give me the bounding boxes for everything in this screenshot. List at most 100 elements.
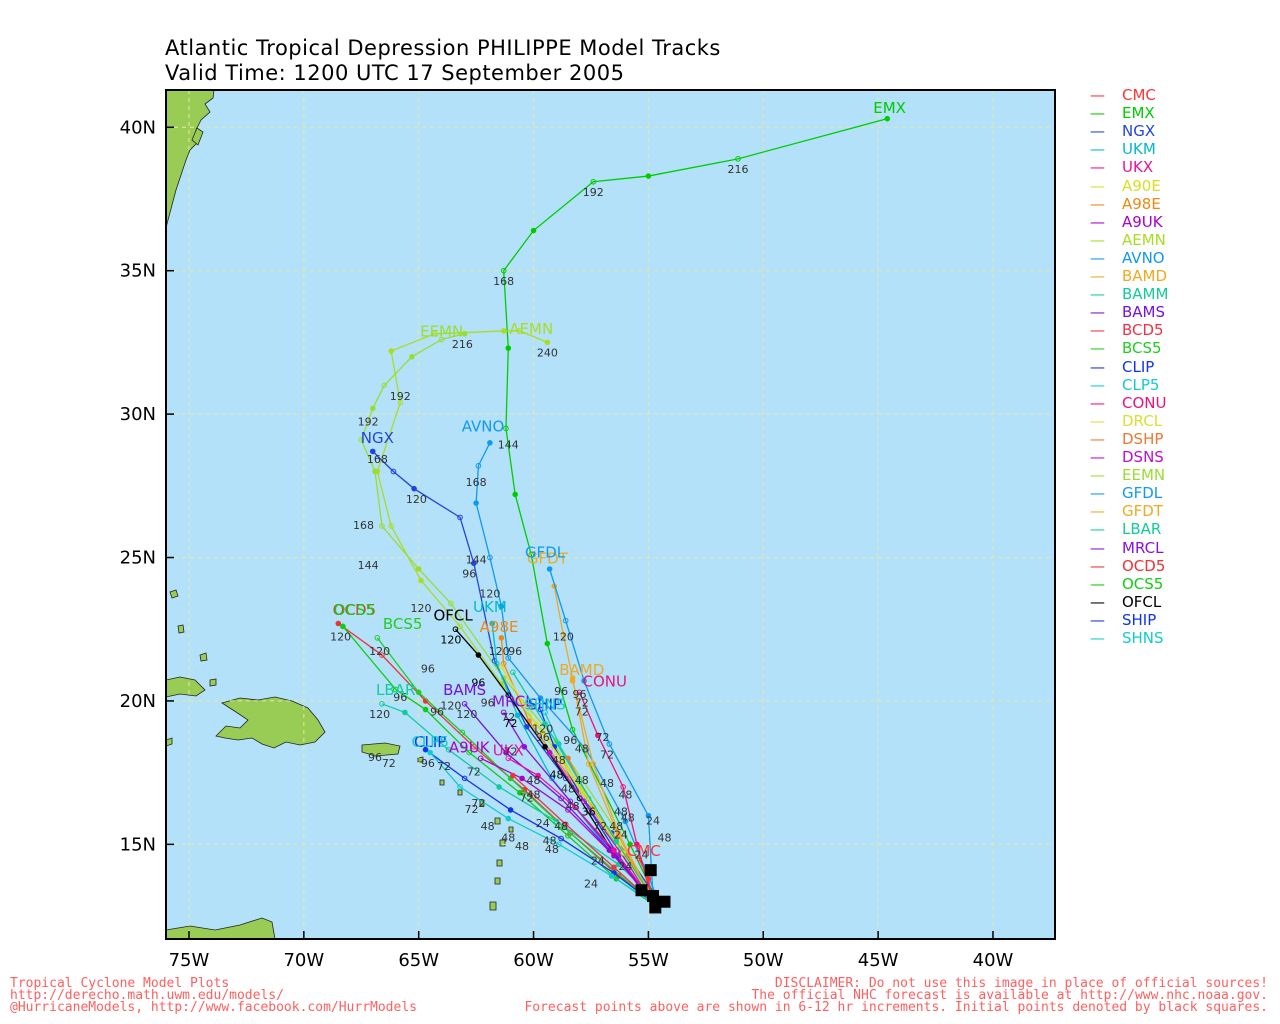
bahamas <box>169 589 217 687</box>
track-point <box>565 807 571 813</box>
legend-entry-clp5: — CLP5 <box>1090 376 1159 394</box>
track-point <box>519 775 525 782</box>
legend-model-name: EMX <box>1122 104 1155 123</box>
forecast-hour-label: 24 <box>584 877 598 890</box>
track-point <box>634 841 640 848</box>
track-point <box>415 689 422 696</box>
legend-entry-bamd: — BAMD <box>1090 267 1167 285</box>
south-america-coast <box>166 917 276 939</box>
track-point <box>645 173 652 179</box>
initial-position-square <box>658 895 671 908</box>
forecast-hour-label: 48 <box>552 754 566 767</box>
track-name-label: EEMN <box>420 323 463 341</box>
track-point <box>516 328 523 334</box>
forecast-hour-label: 48 <box>609 820 623 833</box>
track-point <box>505 755 512 762</box>
track-conu <box>578 692 654 902</box>
legend-entry-bcs5: — BCS5 <box>1090 339 1162 357</box>
legend-model-name: BCD5 <box>1122 321 1164 340</box>
forecast-hour-label: 96 <box>393 691 407 704</box>
footer-credit-line[interactable]: http://derecho.math.uwm.edu/models/ <box>10 988 284 1003</box>
track-name-label: BAMS <box>443 681 486 699</box>
track-name-label: CMC <box>627 842 661 860</box>
track-a9uk <box>480 757 654 903</box>
forecast-hour-label: 48 <box>621 811 635 824</box>
track-point <box>397 399 404 406</box>
legend-model-name: A9UK <box>1122 212 1163 231</box>
legend-line-swatch: — <box>1090 248 1105 267</box>
forecast-hour-label: 72 <box>465 803 479 816</box>
track-point <box>473 500 479 506</box>
track-point <box>415 566 422 572</box>
forecast-hour-label: 48 <box>566 800 580 813</box>
legend-model-name: MRCL <box>1122 538 1164 557</box>
legend-model-name: OCD5 <box>1122 556 1166 575</box>
track-point <box>533 721 539 727</box>
forecast-hour-label: 120 <box>410 602 431 615</box>
forecast-hour-label: 120 <box>479 588 500 601</box>
track-point <box>530 227 537 234</box>
track-point <box>516 789 523 796</box>
track-point <box>735 156 741 162</box>
legend-entry-ocs5: — OCS5 <box>1090 575 1163 593</box>
forecast-hour-label: 48 <box>614 806 628 819</box>
track-point <box>369 448 376 455</box>
track-name-label: SHNS <box>524 696 566 714</box>
forecast-hour-label: 72 <box>600 748 614 761</box>
legend-entry-clip: — CLIP <box>1090 358 1154 376</box>
track-point <box>335 620 342 627</box>
legend-model-name: OCS5 <box>1122 574 1164 593</box>
forecast-hour-label: 96 <box>430 705 444 718</box>
legend-entry-lbar: — LBAR <box>1090 520 1161 538</box>
forecast-hour-label: 48 <box>657 831 671 844</box>
track-point <box>422 746 429 753</box>
lat-tick-label: 40N <box>120 117 156 138</box>
track-name-label: EMX <box>873 99 906 117</box>
legend-line-swatch: — <box>1090 393 1105 412</box>
legend-line-swatch: — <box>1090 448 1105 466</box>
legend-entry-conu: — CONU <box>1090 394 1166 412</box>
track-point <box>595 732 601 739</box>
track-point <box>402 709 408 716</box>
track-point <box>884 115 891 122</box>
track-point <box>544 339 551 346</box>
footer-credit-line[interactable]: @HurricaneModels, http://www.facebook.co… <box>10 1000 417 1015</box>
forecast-hour-label: 96 <box>481 697 495 710</box>
track-point <box>569 678 576 684</box>
lon-tick-label: 45W <box>858 950 899 971</box>
track-point <box>388 348 394 354</box>
track-point <box>461 331 468 337</box>
track-point <box>498 663 505 670</box>
lon-tick-label: 70W <box>283 950 324 971</box>
legend-model-name: CONU <box>1122 393 1167 412</box>
forecast-hour-label: 24 <box>618 860 632 873</box>
track-point <box>544 640 551 647</box>
track-point <box>615 830 622 836</box>
legend-entry-avno: — AVNO <box>1090 249 1165 267</box>
track-point <box>418 577 424 584</box>
footer-credit-line: Tropical Cyclone Model Plots <box>10 976 230 991</box>
legend-model-name: BAMD <box>1122 267 1168 285</box>
track-point <box>493 660 500 667</box>
forecast-hour-label: 72 <box>437 760 451 773</box>
initial-position-square <box>644 864 657 877</box>
forecast-hour-label: 72 <box>504 745 518 758</box>
track-point <box>622 818 629 825</box>
track-point <box>503 749 509 756</box>
track-point <box>459 729 466 736</box>
track-point <box>581 678 587 684</box>
lon-tick-label: 75W <box>169 950 210 971</box>
legend-line-swatch: — <box>1090 176 1105 195</box>
forecast-hour-label: 36 <box>582 806 596 819</box>
track-point <box>487 439 493 446</box>
track-name-label: LBAR <box>376 681 415 699</box>
track-point <box>505 815 512 822</box>
legend-entry-ukm: — UKM <box>1090 140 1156 158</box>
forecast-hour-label: 48 <box>575 743 589 756</box>
legend-line-swatch: — <box>1090 357 1105 376</box>
forecast-hour-label: 72 <box>595 731 609 744</box>
legend-entry-mrcl: — MRCL <box>1090 539 1163 557</box>
forecast-hour-label: 120 <box>532 722 553 735</box>
legend-model-name: LBAR <box>1122 520 1162 539</box>
